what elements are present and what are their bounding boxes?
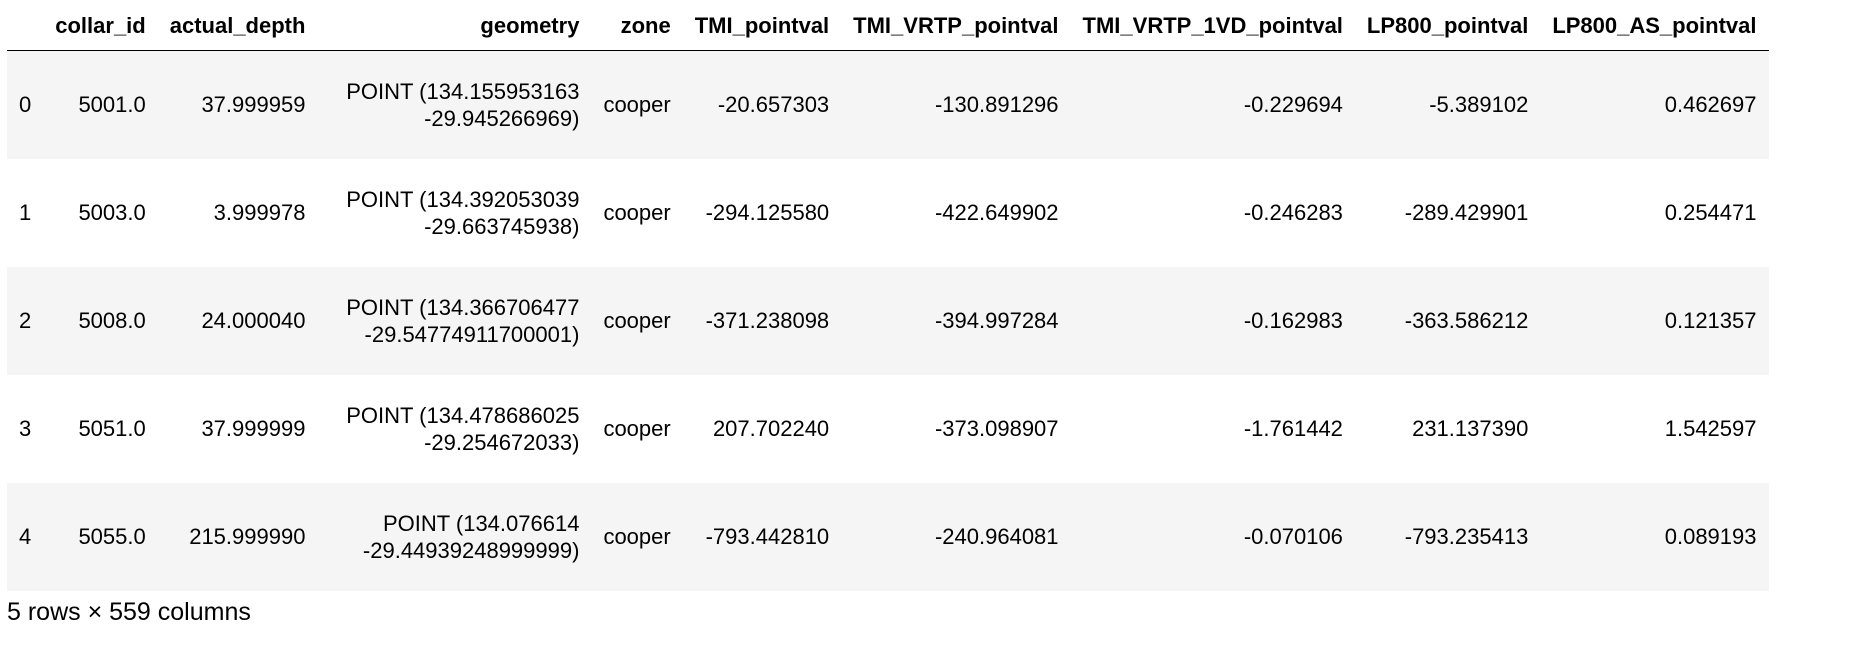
column-header-actual-depth: actual_depth bbox=[157, 0, 318, 51]
cell-tmi-pointval: 207.702240 bbox=[712, 416, 830, 441]
cell-lp800-as-pointval: 0.121357 bbox=[1664, 308, 1757, 333]
cell-lp800-as-pointval: 0.089193 bbox=[1664, 524, 1757, 549]
table-row: 2 5008.0 24.000040 POINT (134.366706477 … bbox=[7, 266, 1769, 375]
cell-collar-id: 5055.0 bbox=[78, 524, 146, 549]
cell-geometry: POINT (134.366706477 -29.54774911700001) bbox=[346, 294, 580, 347]
cell-collar-id: 5001.0 bbox=[78, 92, 146, 118]
row-index: 3 bbox=[19, 416, 32, 441]
cell-tmi-vrtp-1vd-pointval: -0.070106 bbox=[1243, 524, 1343, 549]
column-header-collar-id: collar_id bbox=[43, 0, 158, 51]
table-header: collar_id actual_depth geometry zone TMI… bbox=[7, 0, 1769, 51]
cell-actual-depth: 3.999978 bbox=[213, 200, 306, 225]
cell-tmi-pointval: -793.442810 bbox=[705, 524, 830, 549]
cell-tmi-vrtp-1vd-pointval: -0.229694 bbox=[1243, 92, 1343, 118]
row-index: 0 bbox=[19, 92, 32, 118]
cell-tmi-pointval: -20.657303 bbox=[717, 92, 830, 118]
cell-tmi-vrtp-1vd-pointval: -1.761442 bbox=[1243, 416, 1343, 441]
column-header-lp800-pointval: LP800_pointval bbox=[1354, 0, 1541, 51]
cell-lp800-pointval: -5.389102 bbox=[1429, 92, 1529, 118]
cell-lp800-as-pointval: 0.462697 bbox=[1664, 92, 1757, 118]
dataframe-table: collar_id actual_depth geometry zone TMI… bbox=[7, 0, 1769, 591]
column-header-tmi-pointval: TMI_pointval bbox=[682, 0, 842, 51]
table-row: 3 5051.0 37.999999 POINT (134.478686025 … bbox=[7, 374, 1769, 483]
cell-zone: cooper bbox=[603, 92, 671, 118]
cell-tmi-vrtp-pointval: -130.891296 bbox=[934, 92, 1059, 118]
cell-collar-id: 5003.0 bbox=[78, 200, 146, 225]
cell-zone: cooper bbox=[603, 416, 671, 441]
cell-actual-depth: 24.000040 bbox=[201, 308, 306, 333]
column-header-tmi-vrtp-pointval: TMI_VRTP_pointval bbox=[841, 0, 1071, 51]
row-index: 1 bbox=[19, 200, 32, 225]
cell-zone: cooper bbox=[603, 200, 671, 225]
cell-geometry: POINT (134.155953163 -29.945266969) bbox=[346, 78, 580, 131]
cell-geometry: POINT (134.076614 -29.44939248999999) bbox=[362, 510, 580, 563]
cell-tmi-vrtp-pointval: -394.997284 bbox=[934, 308, 1059, 333]
cell-lp800-pointval: -793.235413 bbox=[1404, 524, 1529, 549]
column-header-zone: zone bbox=[591, 0, 683, 51]
header-row: collar_id actual_depth geometry zone TMI… bbox=[7, 0, 1769, 51]
cell-lp800-pointval: -363.586212 bbox=[1404, 308, 1529, 333]
cell-lp800-as-pointval: 1.542597 bbox=[1664, 416, 1757, 441]
cell-zone: cooper bbox=[603, 308, 671, 333]
cell-zone: cooper bbox=[603, 524, 671, 549]
cell-collar-id: 5051.0 bbox=[78, 416, 146, 441]
cell-lp800-as-pointval: 0.254471 bbox=[1664, 200, 1757, 225]
dataframe-shape-text: 5 rows × 559 columns bbox=[7, 598, 251, 626]
cell-actual-depth: 37.999959 bbox=[201, 92, 306, 118]
row-index: 4 bbox=[19, 524, 32, 549]
table-body: 0 5001.0 37.999959 POINT (134.155953163 … bbox=[7, 50, 1769, 591]
table-row: 4 5055.0 215.999990 POINT (134.076614 -2… bbox=[7, 482, 1769, 591]
cell-tmi-vrtp-pointval: -240.964081 bbox=[934, 524, 1059, 549]
cell-geometry: POINT (134.392053039 -29.663745938) bbox=[346, 186, 580, 239]
table-row: 0 5001.0 37.999959 POINT (134.155953163 … bbox=[7, 50, 1769, 159]
row-index: 2 bbox=[19, 308, 32, 333]
table-row: 1 5003.0 3.999978 POINT (134.392053039 -… bbox=[7, 158, 1769, 267]
cell-tmi-vrtp-pointval: -422.649902 bbox=[934, 200, 1059, 225]
column-header-lp800-as-pointval: LP800_AS_pointval bbox=[1540, 0, 1769, 51]
cell-actual-depth: 37.999999 bbox=[201, 416, 306, 441]
column-header-index bbox=[7, 0, 44, 51]
column-header-geometry: geometry bbox=[317, 0, 592, 51]
column-header-tmi-vrtp-1vd-pointval: TMI_VRTP_1VD_pointval bbox=[1070, 0, 1355, 51]
cell-tmi-vrtp-pointval: -373.098907 bbox=[934, 416, 1059, 441]
cell-collar-id: 5008.0 bbox=[78, 308, 146, 333]
cell-tmi-pointval: -294.125580 bbox=[705, 200, 830, 225]
cell-actual-depth: 215.999990 bbox=[189, 524, 306, 549]
cell-tmi-pointval: -371.238098 bbox=[705, 308, 830, 333]
cell-lp800-pointval: -289.429901 bbox=[1404, 200, 1529, 225]
cell-tmi-vrtp-1vd-pointval: -0.246283 bbox=[1243, 200, 1343, 225]
cell-tmi-vrtp-1vd-pointval: -0.162983 bbox=[1243, 308, 1343, 333]
cell-geometry: POINT (134.478686025 -29.254672033) bbox=[346, 402, 580, 455]
cell-lp800-pointval: 231.137390 bbox=[1412, 416, 1529, 441]
